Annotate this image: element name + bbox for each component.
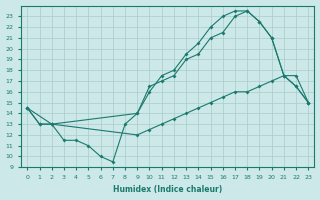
X-axis label: Humidex (Indice chaleur): Humidex (Indice chaleur) [113,185,222,194]
